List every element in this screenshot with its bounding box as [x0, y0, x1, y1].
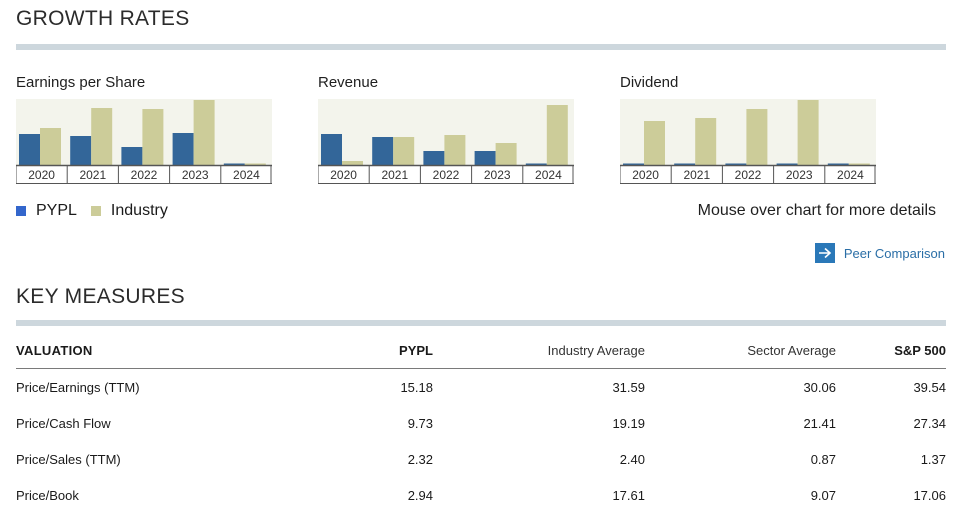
bar-pypl-2022[interactable]	[423, 151, 445, 165]
cell-sector: 30.06	[803, 379, 836, 395]
header-sector-average: Sector Average	[645, 333, 836, 369]
key-measures-title: KEY MEASURES	[16, 285, 185, 308]
bar-pypl-2024[interactable]	[525, 163, 547, 166]
row-label: Price/Earnings (TTM)	[16, 379, 140, 395]
x-tick-label: 2021	[683, 168, 710, 182]
table-row: Price/Book 2.94 17.61 9.07 17.06	[16, 477, 946, 513]
x-tick-label: 2023	[182, 168, 209, 182]
cell-sp500: 1.37	[920, 451, 946, 467]
cell-sp500: 39.54	[913, 379, 946, 395]
cell-sector: 9.07	[810, 487, 836, 503]
bar-industry-2023[interactable]	[495, 143, 517, 165]
key-measures-divider	[16, 320, 946, 326]
bar-pypl-2021[interactable]	[70, 136, 92, 165]
x-tick-label: 2020	[330, 168, 357, 182]
table-row: Price/Earnings (TTM) 15.18 31.59 30.06 3…	[16, 369, 946, 406]
bar-pypl-2022[interactable]	[725, 163, 747, 166]
row-label: Price/Sales (TTM)	[16, 451, 121, 467]
row-label: Price/Cash Flow	[16, 415, 111, 431]
x-tick-label: 2022	[131, 168, 158, 182]
dividend-chart-block[interactable]: Dividend 2020 2021 2022 2023 2024	[620, 74, 876, 185]
header-sp500: S&P 500	[836, 333, 946, 369]
x-tick-label: 2020	[28, 168, 55, 182]
eps-chart-block[interactable]: Earnings per Share 2020 2021 2022 2023 2024	[16, 74, 272, 185]
bar-industry-2024[interactable]	[244, 163, 266, 166]
valuation-table: VALUATION PYPL Industry Average Sector A…	[16, 333, 946, 513]
bar-industry-2021[interactable]	[695, 118, 717, 165]
bar-industry-2024[interactable]	[546, 105, 568, 165]
cell-pypl: 9.73	[407, 415, 433, 431]
cell-pypl: 2.94	[407, 487, 433, 503]
legend-label-industry: Industry	[110, 202, 168, 219]
bar-industry-2021[interactable]	[91, 108, 113, 165]
dividend-chart[interactable]: 2020 2021 2022 2023 2024	[620, 99, 876, 185]
cell-industry: 2.40	[619, 451, 645, 467]
x-tick-label: 2022	[735, 168, 762, 182]
bar-pypl-2024[interactable]	[827, 163, 849, 166]
x-tick-label: 2024	[535, 168, 562, 182]
revenue-chart-title: Revenue	[318, 74, 379, 91]
x-tick-label: 2021	[381, 168, 408, 182]
x-tick-label: 2020	[632, 168, 659, 182]
header-pypl: PYPL	[276, 333, 433, 369]
bar-pypl-2021[interactable]	[372, 137, 394, 165]
valuation-header-row: VALUATION PYPL Industry Average Sector A…	[16, 333, 946, 369]
cell-sector: 0.87	[810, 451, 836, 467]
bar-industry-2022[interactable]	[444, 135, 466, 165]
eps-chart[interactable]: 2020 2021 2022 2023 2024	[16, 99, 272, 185]
x-tick-label: 2023	[484, 168, 511, 182]
arrow-right-icon[interactable]	[814, 243, 835, 263]
arrow-right-glyph	[818, 247, 832, 259]
bar-pypl-2020[interactable]	[623, 163, 644, 166]
x-tick-label: 2021	[79, 168, 106, 182]
x-tick-label: 2024	[837, 168, 864, 182]
legend-swatch-pypl	[16, 206, 26, 216]
cell-industry: 17.61	[612, 487, 645, 503]
eps-chart-title: Earnings per Share	[16, 74, 146, 91]
cell-industry: 31.59	[612, 379, 645, 395]
bar-pypl-2020[interactable]	[19, 134, 40, 165]
cell-pypl: 2.32	[407, 451, 433, 467]
bar-industry-2022[interactable]	[746, 109, 768, 165]
bar-pypl-2020[interactable]	[321, 134, 342, 165]
bar-industry-2020[interactable]	[342, 161, 363, 165]
bar-pypl-2023[interactable]	[474, 151, 496, 165]
bar-industry-2022[interactable]	[142, 109, 164, 165]
revenue-chart-block[interactable]: Revenue 2020 2021 2022 2023 2024	[318, 74, 574, 185]
bar-pypl-2021[interactable]	[674, 163, 696, 166]
bar-pypl-2023[interactable]	[776, 163, 798, 166]
x-tick-label: 2024	[233, 168, 260, 182]
legend-swatch-industry	[90, 206, 101, 216]
cell-sp500: 17.06	[913, 487, 946, 503]
bar-industry-2024[interactable]	[848, 163, 870, 166]
revenue-chart[interactable]: 2020 2021 2022 2023 2024	[318, 99, 574, 185]
bar-industry-2020[interactable]	[644, 121, 665, 165]
header-valuation: VALUATION	[16, 333, 276, 369]
growth-rates-title: GROWTH RATES	[16, 7, 190, 30]
bar-industry-2023[interactable]	[797, 100, 819, 165]
bar-pypl-2022[interactable]	[121, 147, 143, 165]
bar-industry-2020[interactable]	[40, 128, 61, 165]
bar-industry-2021[interactable]	[393, 137, 415, 165]
chart-hint-text: Mouse over chart for more details	[697, 202, 936, 219]
row-label: Price/Book	[16, 487, 79, 503]
x-tick-label: 2023	[786, 168, 813, 182]
peer-comparison-label[interactable]: Peer Comparison	[843, 245, 945, 261]
cell-sp500: 27.34	[913, 415, 946, 431]
peer-comparison-link[interactable]: Peer Comparison	[814, 243, 945, 263]
growth-rates-divider	[16, 44, 946, 50]
x-tick-label: 2022	[433, 168, 460, 182]
cell-sector: 21.41	[803, 415, 836, 431]
bar-industry-2023[interactable]	[193, 100, 215, 165]
cell-industry: 19.19	[612, 415, 645, 431]
bar-pypl-2024[interactable]	[223, 163, 245, 166]
table-row: Price/Sales (TTM) 2.32 2.40 0.87 1.37	[16, 441, 946, 477]
chart-legend: PYPL Industry	[16, 202, 182, 220]
dividend-chart-title: Dividend	[620, 74, 679, 91]
table-row: Price/Cash Flow 9.73 19.19 21.41 27.34	[16, 405, 946, 441]
bar-pypl-2023[interactable]	[172, 133, 194, 165]
cell-pypl: 15.18	[400, 379, 433, 395]
legend-label-pypl: PYPL	[36, 202, 77, 219]
header-industry-average: Industry Average	[433, 333, 645, 369]
